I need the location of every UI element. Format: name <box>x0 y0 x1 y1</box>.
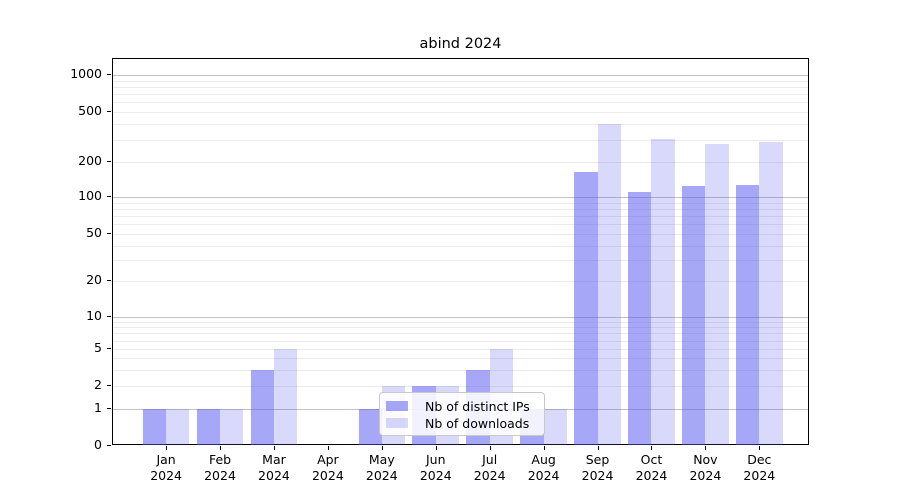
x-tick-label: Mar 2024 <box>258 452 290 483</box>
grid-minor-line <box>113 327 808 329</box>
grid-minor-line <box>113 369 808 371</box>
grid-minor-line <box>113 245 808 247</box>
x-tick <box>759 446 761 450</box>
legend: Nb of distinct IPs Nb of downloads <box>379 392 545 436</box>
x-tick <box>435 446 437 450</box>
y-tick <box>107 445 111 446</box>
y-tick <box>107 280 111 281</box>
grid-minor-line <box>113 209 808 210</box>
bar <box>759 141 783 445</box>
x-tick <box>220 446 222 450</box>
x-tick <box>543 446 545 450</box>
x-tick-label: Feb 2024 <box>204 452 236 483</box>
grid-minor-line <box>113 102 808 104</box>
bar <box>220 408 244 445</box>
grid-minor-line <box>113 260 808 262</box>
bar <box>736 184 760 445</box>
y-tick-label: 1 <box>94 399 102 415</box>
x-tick-label: Nov 2024 <box>689 452 722 483</box>
x-tick <box>597 446 599 450</box>
legend-item-downloads: Nb of downloads <box>386 415 536 431</box>
grid-major-line <box>113 317 808 318</box>
x-tick <box>705 446 707 450</box>
y-tick-label: 5 <box>94 340 102 355</box>
grid-major-line <box>113 197 808 198</box>
bar <box>196 408 221 445</box>
x-tick <box>273 446 275 450</box>
bar <box>705 143 729 445</box>
y-tick-label: 0 <box>94 437 102 452</box>
y-tick-label: 1000 <box>70 66 102 81</box>
x-tick <box>166 446 168 450</box>
y-tick <box>107 196 111 197</box>
x-tick <box>651 446 653 450</box>
bar <box>543 408 567 445</box>
y-tick-label: 500 <box>78 103 102 118</box>
x-tick-label: Sep 2024 <box>581 452 614 483</box>
grid-minor-line <box>113 139 808 141</box>
x-tick-label: May 2024 <box>365 452 398 483</box>
grid-minor-line <box>113 349 808 350</box>
bar <box>273 349 298 445</box>
grid-minor-line <box>113 112 808 113</box>
grid-minor-line <box>113 321 808 323</box>
bar <box>250 369 274 445</box>
grid-minor-line <box>113 386 808 387</box>
x-tick <box>327 446 329 450</box>
y-tick-label: 200 <box>78 153 102 168</box>
bar <box>574 171 598 445</box>
grid-minor-line <box>113 94 808 96</box>
x-tick-label: Jul 2024 <box>473 452 506 483</box>
x-tick-label: Apr 2024 <box>311 452 344 483</box>
grid-minor-line <box>113 333 808 335</box>
y-tick-label: 2 <box>94 377 102 392</box>
legend-item-distinct-ips: Nb of distinct IPs <box>386 398 536 414</box>
chart-title: abind 2024 <box>419 36 502 52</box>
grid-minor-line <box>113 202 808 204</box>
y-tick-label: 20 <box>86 272 102 287</box>
x-tick-label: Oct 2024 <box>635 452 668 483</box>
y-tick <box>107 161 111 162</box>
bar <box>166 408 190 445</box>
y-tick-label: 10 <box>86 308 102 323</box>
grid-minor-line <box>113 358 808 359</box>
legend-swatch-downloads-icon <box>386 418 408 428</box>
legend-label: Nb of distinct IPs <box>425 398 530 414</box>
y-tick <box>107 233 111 235</box>
grid-minor-line <box>113 86 808 88</box>
bar <box>358 408 382 445</box>
bar <box>597 124 621 445</box>
y-tick <box>107 348 111 349</box>
y-tick <box>107 74 111 75</box>
y-tick <box>107 316 111 317</box>
plot-area <box>112 58 809 445</box>
legend-swatch-ips-icon <box>386 401 408 411</box>
x-tick-label: Dec 2024 <box>743 452 776 483</box>
y-tick-label: 50 <box>86 225 102 241</box>
x-tick-label: Jun 2024 <box>419 452 452 483</box>
y-tick <box>107 385 111 386</box>
x-tick-label: Jan 2024 <box>150 452 182 483</box>
y-tick <box>107 111 111 112</box>
y-tick <box>107 407 111 409</box>
bar <box>628 192 652 445</box>
x-tick-label: Aug 2024 <box>527 452 560 483</box>
x-tick <box>381 446 383 450</box>
grid-minor-line <box>113 234 808 236</box>
bar <box>682 186 706 445</box>
grid-minor-line <box>113 281 808 282</box>
grid-minor-line <box>113 224 808 226</box>
grid-major-line <box>113 75 808 76</box>
bar <box>142 408 167 445</box>
grid-minor-line <box>113 340 808 342</box>
grid-minor-line <box>113 124 808 126</box>
x-tick <box>489 446 491 450</box>
grid-minor-line <box>113 80 808 82</box>
grid-minor-line <box>113 162 808 163</box>
y-tick-label: 100 <box>78 188 102 203</box>
legend-label: Nb of downloads <box>425 415 530 431</box>
grid-minor-line <box>113 216 808 218</box>
bar <box>651 138 675 445</box>
